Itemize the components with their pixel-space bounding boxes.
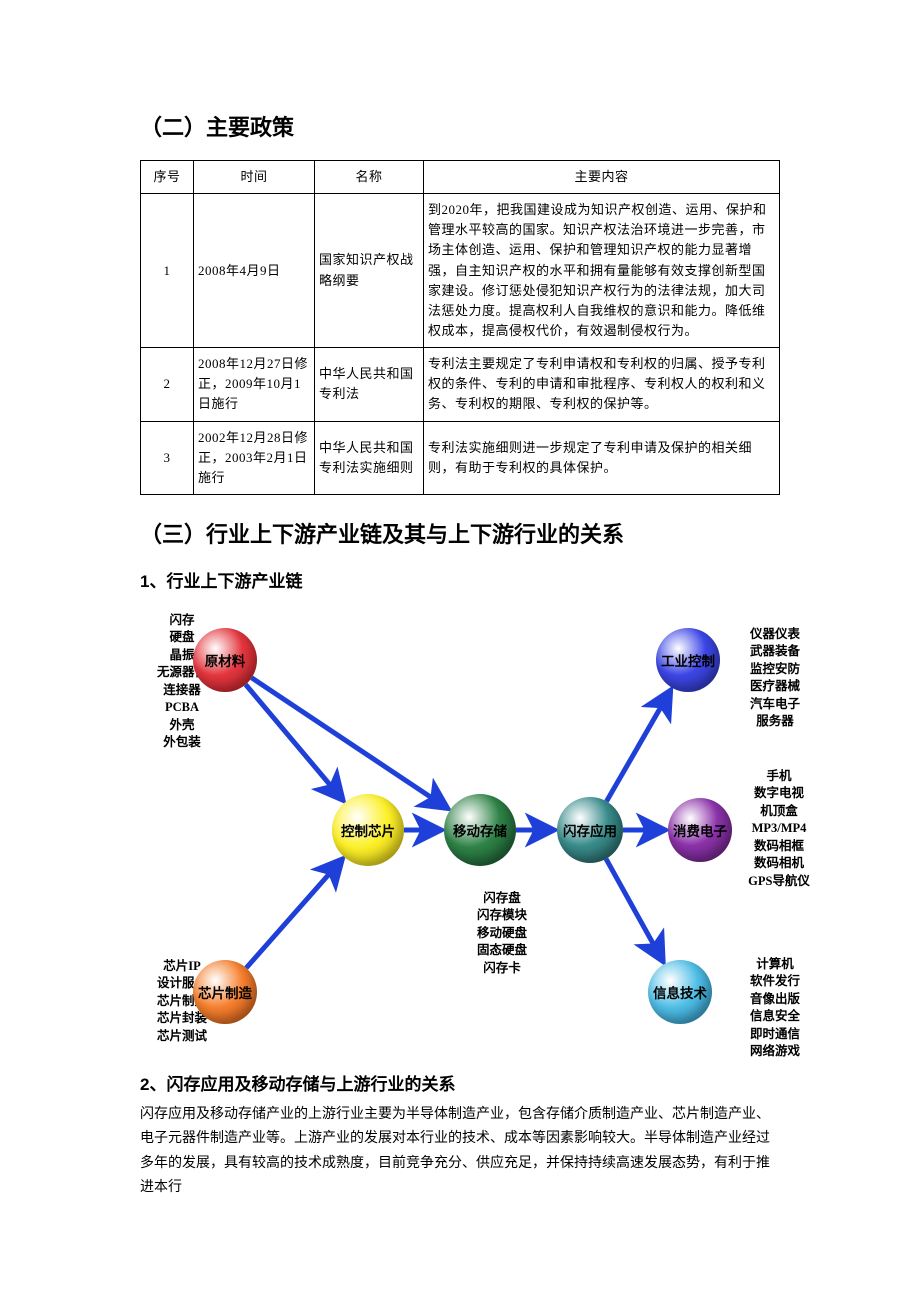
table-cell: 2 <box>141 348 194 421</box>
diagram-node-indctrl: 工业控制 <box>656 628 720 692</box>
policy-table: 序号时间名称主要内容 12008年4月9日国家知识产权战略纲要到2020年，把我… <box>140 160 780 495</box>
table-cell: 专利法实施细则进一步规定了专利申请及保护的相关细则，有助于专利权的具体保护。 <box>424 421 780 494</box>
diagram-edge <box>252 678 445 807</box>
diagram-node-flash: 闪存应用 <box>557 797 623 863</box>
section-2-title: （二）主要政策 <box>140 110 780 142</box>
diagram-node-it: 信息技术 <box>648 960 712 1024</box>
table-cell: 2008年4月9日 <box>194 194 315 348</box>
diagram-edge <box>606 693 669 801</box>
table-cell: 中华人民共和国专利法实施细则 <box>315 421 424 494</box>
table-cell: 到2020年，把我国建设成为知识产权创造、运用、保护和管理水平较高的国家。知识产… <box>424 194 780 348</box>
diagram-node-chipmfg: 芯片制造 <box>193 960 257 1024</box>
table-row: 32002年12月28日修正，2003年2月1日施行中华人民共和国专利法实施细则… <box>141 421 780 494</box>
body-para: 闪存应用及移动存储产业的上游行业主要为半导体制造产业，包含存储介质制造产业、芯片… <box>140 1103 780 1201</box>
table-cell: 3 <box>141 421 194 494</box>
col-header: 主要内容 <box>424 161 780 194</box>
table-cell: 2008年12月27日修正，2009年10月1日施行 <box>194 348 315 421</box>
table-row: 22008年12月27日修正，2009年10月1日施行中华人民共和国专利法专利法… <box>141 348 780 421</box>
diagram-edge <box>606 859 662 959</box>
table-cell: 中华人民共和国专利法 <box>315 348 424 421</box>
diagram-node-raw: 原材料 <box>193 628 257 692</box>
diagram-edge <box>246 684 341 797</box>
table-row: 12008年4月9日国家知识产权战略纲要到2020年，把我国建设成为知识产权创造… <box>141 194 780 348</box>
col-header: 序号 <box>141 161 194 194</box>
diagram-node-ctrl: 控制芯片 <box>332 794 404 866</box>
diagram-edge <box>246 861 340 968</box>
table-cell: 1 <box>141 194 194 348</box>
section-3-sub1: 1、行业上下游产业链 <box>140 567 780 592</box>
table-cell: 2002年12月28日修正，2003年2月1日施行 <box>194 421 315 494</box>
col-header: 名称 <box>315 161 424 194</box>
section-3-title: （三）行业上下游产业链及其与上下游行业的关系 <box>140 517 780 549</box>
table-cell: 国家知识产权战略纲要 <box>315 194 424 348</box>
table-cell: 专利法主要规定了专利申请权和专利权的归属、授予专利权的条件、专利的申请和审批程序… <box>424 348 780 421</box>
col-header: 时间 <box>194 161 315 194</box>
diagram-node-consume: 消费电子 <box>668 798 732 862</box>
industry-chain-diagram: 原材料芯片制造控制芯片移动存储闪存应用工业控制消费电子信息技术 闪存硬盘晶振无源… <box>140 600 780 1070</box>
diagram-node-mobile: 移动存储 <box>444 794 516 866</box>
section-3-sub2: 2、闪存应用及移动存储与上游行业的关系 <box>140 1070 780 1095</box>
